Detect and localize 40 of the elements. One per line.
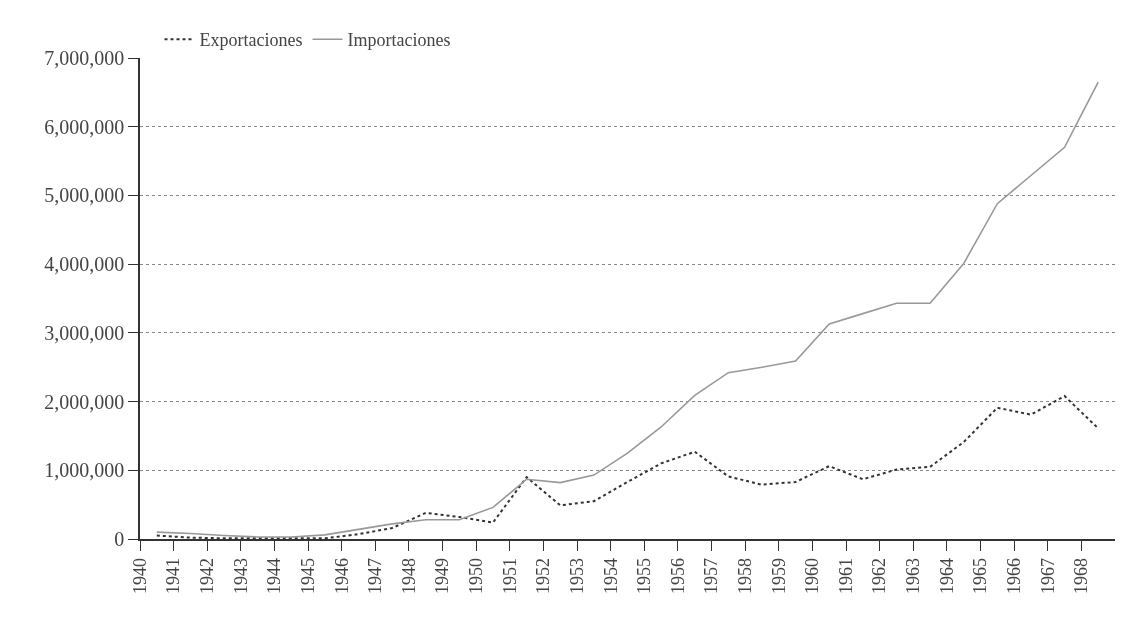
x-tick-label: 1947 — [365, 557, 386, 594]
x-tick-label: 1963 — [903, 557, 924, 594]
legend-label: Exportaciones — [199, 30, 303, 51]
x-tick-label: 1940 — [129, 557, 150, 594]
x-tick-label: 1965 — [970, 557, 991, 594]
y-tick-label: 1,000,000 — [44, 459, 125, 482]
y-tick-label: 4,000,000 — [44, 253, 125, 276]
x-tick-label: 1962 — [869, 557, 890, 594]
x-tick-label: 1956 — [667, 557, 688, 594]
y-tick-label: 5,000,000 — [44, 184, 125, 207]
x-tick-label: 1952 — [533, 557, 554, 594]
x-tick-label: 1955 — [634, 557, 655, 594]
x-tick-label: 1958 — [735, 557, 756, 594]
x-tick-label: 1968 — [1071, 557, 1092, 594]
x-tick-label: 1943 — [230, 557, 251, 594]
y-tick-label: 0 — [114, 528, 125, 550]
x-tick-label: 1967 — [1037, 557, 1058, 594]
legend-label: Importaciones — [347, 30, 451, 51]
x-tick-label: 1945 — [297, 557, 318, 594]
line-series — [156, 81, 1099, 538]
x-tick-label: 1942 — [197, 557, 218, 594]
x-tick-label: 1951 — [499, 557, 520, 594]
x-tick-label: 1941 — [163, 557, 184, 594]
x-tick-label: 1950 — [466, 557, 487, 594]
x-tick-label: 1966 — [1003, 557, 1024, 594]
x-tick-label: 1944 — [264, 557, 285, 594]
x-tick-label: 1960 — [802, 557, 823, 594]
x-tick-label: 1953 — [566, 557, 587, 594]
x-tick-label: 1954 — [600, 557, 621, 594]
x-tick-label: 1959 — [768, 557, 789, 594]
x-tick-label: 1949 — [432, 557, 453, 594]
y-tick-label: 7,000,000 — [44, 47, 125, 69]
y-tick-label: 6,000,000 — [44, 115, 125, 138]
x-tick-label: 1961 — [835, 557, 856, 594]
y-tick-label: 2,000,000 — [44, 390, 125, 413]
x-tick-label: 1964 — [936, 557, 957, 594]
y-tick-label: 3,000,000 — [44, 321, 125, 344]
x-tick-label: 1957 — [701, 557, 722, 594]
x-tick-label: 1948 — [398, 557, 419, 594]
x-tick-label: 1946 — [331, 557, 352, 594]
